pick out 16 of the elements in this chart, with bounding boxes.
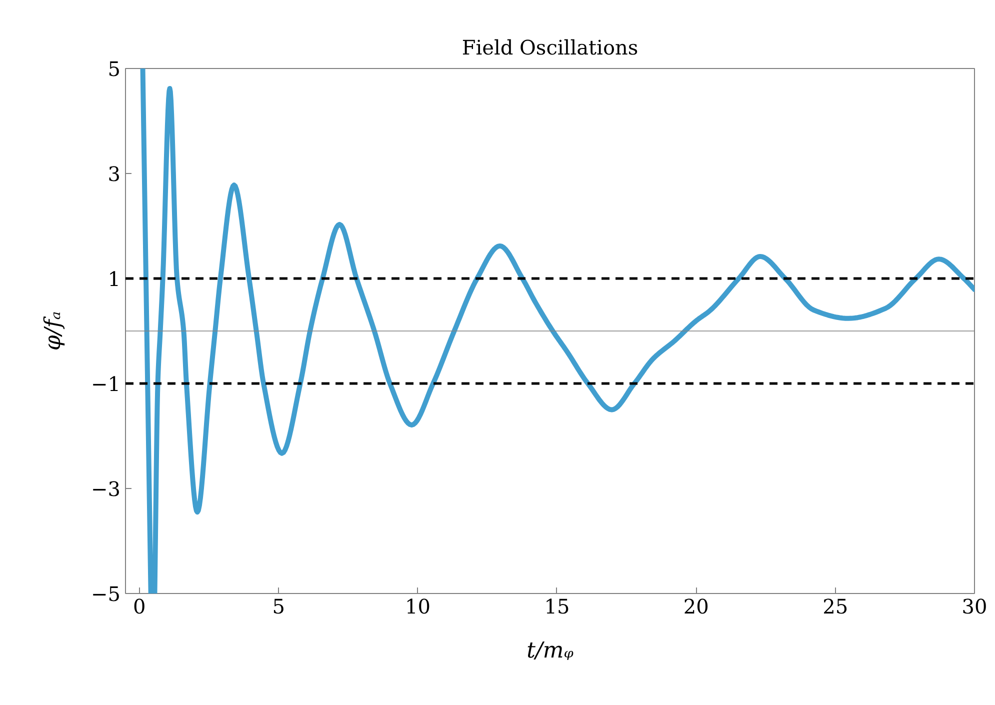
x-tick-label: 15 (544, 594, 570, 618)
y-tick-label: −1 (91, 372, 120, 396)
y-tick-label: −5 (91, 582, 120, 606)
y-axis-title: φ/fₐ (41, 311, 66, 351)
x-tick-label: 30 (962, 594, 988, 618)
y-tick-label: 5 (108, 57, 121, 81)
y-tick-label: −3 (91, 477, 120, 501)
x-tick-label: 0 (133, 594, 146, 618)
x-tick-label: 20 (683, 594, 709, 618)
y-tick-label: 3 (108, 162, 121, 186)
x-tick-label: 25 (822, 594, 848, 618)
x-tick-label: 10 (405, 594, 431, 618)
y-tick-label: 1 (108, 267, 121, 291)
x-axis-title: t/mᵩ (526, 638, 574, 664)
x-tick-label: 5 (272, 594, 285, 618)
chart-title: Field Oscillations (462, 36, 638, 60)
